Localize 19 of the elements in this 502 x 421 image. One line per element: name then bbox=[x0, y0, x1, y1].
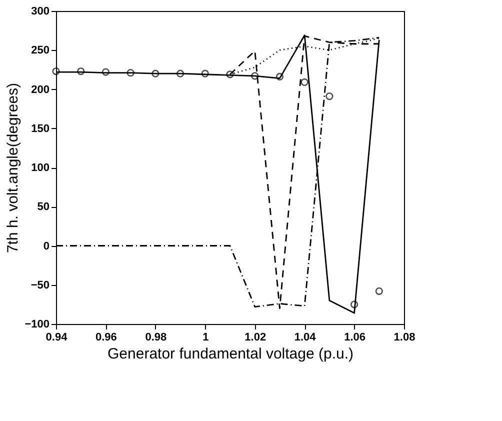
y-tick-label: 250 bbox=[31, 44, 50, 57]
x-tick-label: 0.94 bbox=[46, 332, 68, 344]
y-tick-label: 50 bbox=[37, 201, 50, 214]
y-tick-label: 150 bbox=[31, 122, 50, 135]
x-tick-label: 0.96 bbox=[96, 332, 117, 344]
x-tick-label: 1.08 bbox=[394, 332, 416, 344]
y-tick-label: 300 bbox=[31, 6, 50, 18]
y-axis-title: 7th h. volt.angle(degrees) bbox=[4, 82, 22, 254]
x-tick-label: 1.06 bbox=[344, 332, 366, 344]
x-tick-label: 1.02 bbox=[244, 332, 266, 344]
y-tick-label: 100 bbox=[31, 162, 50, 174]
x-tick-label: 1.04 bbox=[294, 332, 317, 344]
y-tick-label: 200 bbox=[31, 84, 50, 96]
y-tick-label: −100 bbox=[24, 318, 50, 330]
x-axis-title: Generator fundamental voltage (p.u.) bbox=[108, 346, 354, 362]
y-tick-label: −50 bbox=[30, 279, 50, 292]
x-tick-label: 1 bbox=[202, 332, 209, 344]
x-tick-label: 0.98 bbox=[145, 332, 167, 344]
y-tick-label: 0 bbox=[43, 240, 50, 252]
